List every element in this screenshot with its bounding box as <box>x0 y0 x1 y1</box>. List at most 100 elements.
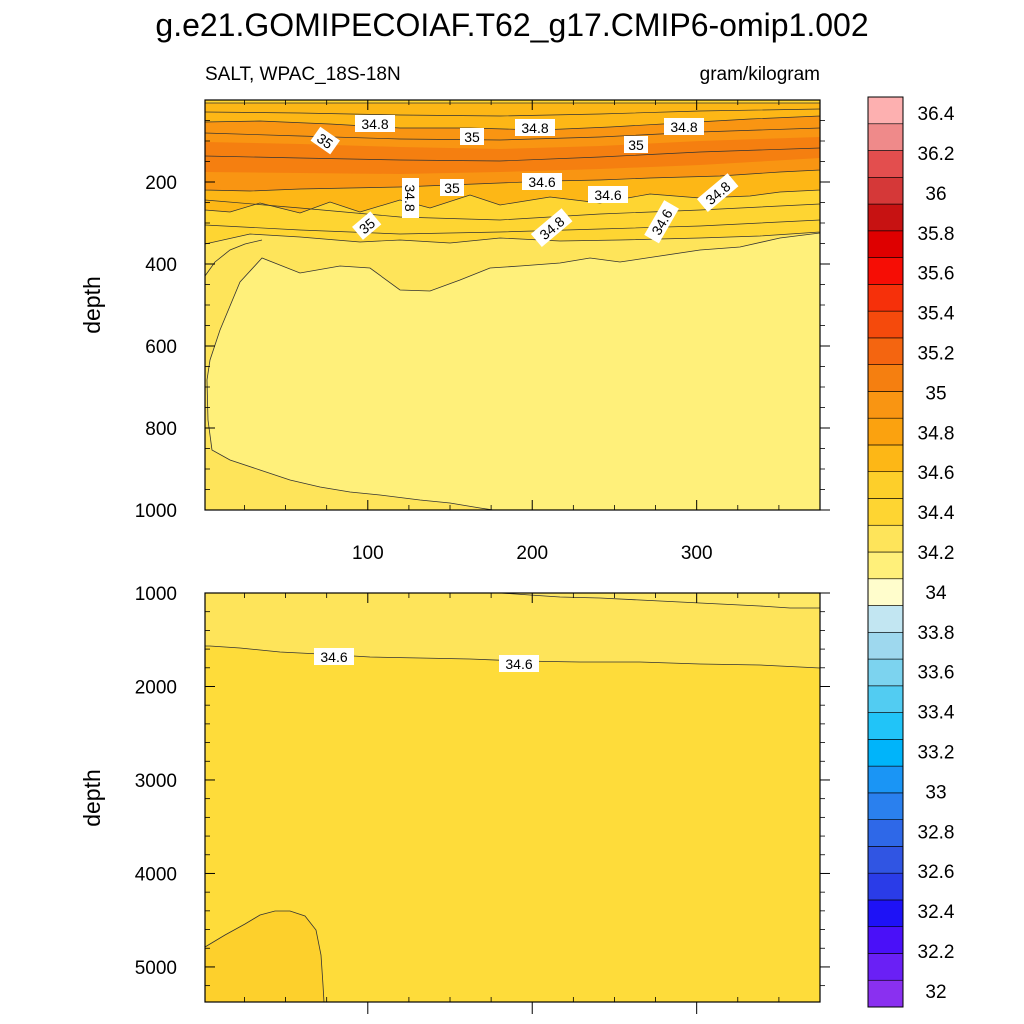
upper-contour-d <box>205 199 820 221</box>
contour-label-text: 34.6 <box>505 656 532 672</box>
colorbar-swatch <box>867 257 904 285</box>
colorbar-swatch <box>867 819 904 847</box>
contour-label-text: 34.6 <box>528 174 555 190</box>
colorbar-tick-label: 35.4 <box>918 304 955 325</box>
colorbar-tick-label: 33 <box>925 782 946 803</box>
colorbar-tick-label: 36.4 <box>918 104 955 125</box>
colorbar-swatch <box>867 524 904 553</box>
colorbar-swatch <box>867 712 904 740</box>
colorbar-tick-label: 32.6 <box>918 862 955 883</box>
colorbar-swatch <box>867 685 904 713</box>
upper-x-tick-label: 200 <box>516 543 548 564</box>
contour-label-text: 34.8 <box>670 119 697 135</box>
colorbar-swatch <box>867 123 904 151</box>
contour-label-box <box>696 173 739 212</box>
colorbar-swatch <box>867 96 904 125</box>
colorbar-swatch <box>867 926 904 954</box>
lower-y-tick-label: 2000 <box>135 677 177 698</box>
upper-x-tick-label: 300 <box>681 543 713 564</box>
lower-panel: 1000 2000 3000 4000 5000 depth 34.6 34.6 <box>79 584 830 1014</box>
colorbar-tick-label: 33.6 <box>918 663 955 684</box>
lower-fill-34.7 <box>205 910 325 1002</box>
colorbar-swatch <box>867 551 904 580</box>
colorbar-swatch <box>867 310 904 339</box>
upper-contour-label: 35 <box>310 126 340 155</box>
contour-label-box <box>644 200 679 244</box>
colorbar-swatch <box>867 658 904 687</box>
lower-contour-label: 34.6 <box>314 648 354 665</box>
colorbar: 32 32.2 32.4 32.6 32.8 33 33.2 33.4 33.6 33.8 34 34… <box>867 96 955 1008</box>
colorbar-tick-label: 36 <box>925 184 946 205</box>
contour-label-box <box>530 208 573 247</box>
colorbar-tick-label: 35.6 <box>918 264 955 285</box>
contour-label-box <box>460 128 484 145</box>
lower-y-tick-label: 5000 <box>135 958 177 979</box>
colorbar-tick-label: 32 <box>925 982 946 1003</box>
colorbar-swatch <box>867 471 904 499</box>
colorbar-swatch <box>867 337 904 365</box>
contour-label-box <box>588 186 628 203</box>
colorbar-swatch <box>867 792 904 820</box>
contour-label-box <box>355 115 395 132</box>
lower-y-tick-labels: 1000 2000 3000 4000 5000 <box>135 584 177 979</box>
upper-x-tick-labels: 100 200 300 <box>352 543 713 564</box>
upper-panel: 100 200 300 200 400 600 800 1000 depth 34.8 35 3… <box>79 99 830 564</box>
colorbar-swatch <box>867 176 904 205</box>
upper-y-tick-label: 600 <box>145 337 177 358</box>
lower-contour-labels: 34.6 34.6 <box>314 648 539 672</box>
contour-label-text: 34.8 <box>361 116 388 132</box>
lower-y-tick-label: 3000 <box>135 771 177 792</box>
contour-label-box <box>402 178 419 218</box>
colorbar-tick-label: 32.2 <box>918 942 955 963</box>
upper-contour-e <box>205 219 820 235</box>
contour-label-text: 34.8 <box>521 120 548 136</box>
lower-y-axis-label: depth <box>79 769 105 827</box>
colorbar-tick-label: 34.6 <box>918 463 955 484</box>
colorbar-tick-label: 36.2 <box>918 144 955 165</box>
upper-y-tick-label: 1000 <box>135 501 177 522</box>
colorbar-swatch <box>867 631 904 660</box>
colorbar-tick-label: 34.8 <box>918 423 955 444</box>
upper-y-tick-label: 200 <box>145 173 177 194</box>
variable-label: SALT, WPAC_18S-18N <box>205 64 401 85</box>
upper-contour-label: 34.6 <box>588 186 628 203</box>
upper-contour-f <box>205 239 263 277</box>
upper-contour-label: 34.8 <box>664 118 704 135</box>
contour-label-text: 35 <box>628 137 644 153</box>
colorbar-tick-label: 34.2 <box>918 543 955 564</box>
upper-y-tick-label: 800 <box>145 419 177 440</box>
upper-contour-label: 34.6 <box>522 173 562 190</box>
units-label: gram/kilogram <box>700 64 820 85</box>
colorbar-swatch <box>867 364 904 392</box>
upper-contour-label: 34.8 <box>402 178 419 218</box>
colorbar-swatch <box>867 953 904 981</box>
contour-label-box <box>440 179 464 196</box>
colorbar-swatch <box>867 605 904 633</box>
colorbar-swatch <box>867 417 904 446</box>
upper-contour-label: 35 <box>352 211 382 240</box>
upper-contour-label: 35 <box>460 128 484 145</box>
contour-label-box <box>515 119 555 136</box>
upper-y-tick-label: 400 <box>145 255 177 276</box>
contour-label-text: 34.6 <box>594 187 621 203</box>
contour-label-box <box>314 648 354 665</box>
colorbar-swatch <box>867 872 904 901</box>
colorbar-swatch <box>867 284 904 312</box>
contour-label-box <box>522 173 562 190</box>
lower-y-tick-label: 1000 <box>135 584 177 605</box>
colorbar-swatch <box>867 391 904 419</box>
lower-contour-label: 34.6 <box>499 655 539 672</box>
colorbar-tick-label: 34 <box>925 583 947 604</box>
upper-contour-label: 35 <box>624 136 648 153</box>
contour-label-text: 35 <box>464 129 480 145</box>
colorbar-tick-label: 35 <box>925 383 946 404</box>
upper-contour-a <box>205 108 820 117</box>
colorbar-swatch <box>867 230 904 258</box>
lower-fill-34.6 <box>499 593 820 609</box>
colorbar-tick-label: 32.8 <box>918 822 955 843</box>
lower-fill-34.4 <box>205 593 820 669</box>
upper-y-tick-labels: 200 400 600 800 1000 <box>135 173 177 522</box>
contour-label-box <box>310 126 340 155</box>
colorbar-swatch <box>867 444 904 473</box>
